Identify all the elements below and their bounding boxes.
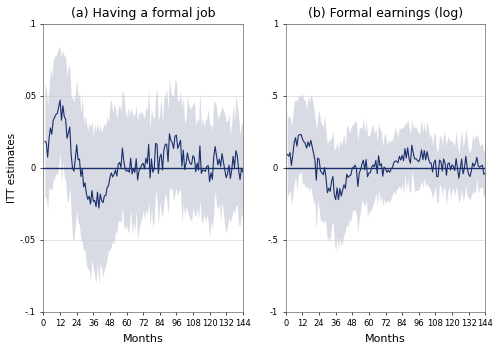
- X-axis label: Months: Months: [123, 334, 164, 344]
- Title: (b) Formal earnings (log): (b) Formal earnings (log): [308, 7, 463, 20]
- Title: (a) Having a formal job: (a) Having a formal job: [71, 7, 216, 20]
- X-axis label: Months: Months: [365, 334, 406, 344]
- Y-axis label: ITT estimates: ITT estimates: [7, 133, 17, 203]
